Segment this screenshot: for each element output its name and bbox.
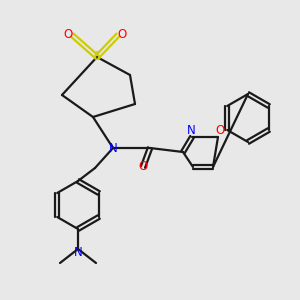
Text: O: O	[138, 160, 148, 172]
Text: O: O	[117, 28, 127, 41]
Text: S: S	[93, 50, 101, 64]
Text: O: O	[63, 28, 73, 41]
Text: N: N	[187, 124, 195, 136]
Text: N: N	[74, 247, 82, 260]
Text: O: O	[215, 124, 225, 136]
Text: N: N	[109, 142, 117, 154]
